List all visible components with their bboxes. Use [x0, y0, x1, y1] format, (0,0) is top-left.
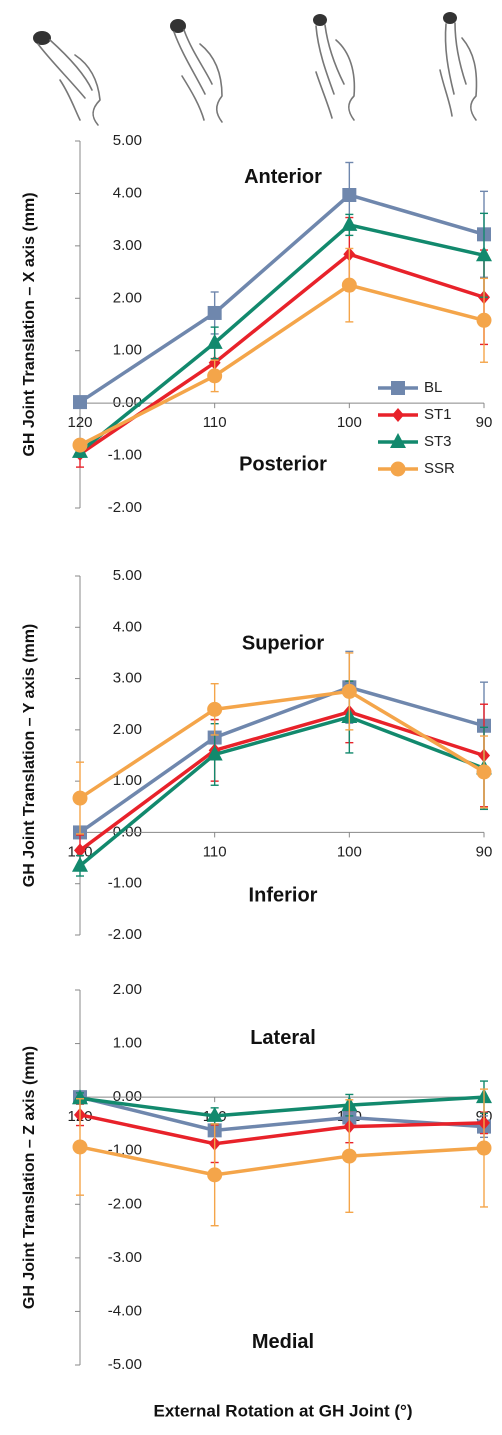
x-tick-label: 100 [337, 414, 362, 431]
series-line [79, 1113, 485, 1146]
marker [391, 381, 405, 395]
y-tick-label: -3.00 [108, 1249, 142, 1266]
marker [341, 277, 357, 293]
marker [73, 395, 87, 410]
marker [72, 790, 88, 806]
annotation: Superior [242, 632, 324, 654]
x-tick-label: 90 [476, 843, 493, 860]
x-tick-label: 90 [476, 414, 493, 431]
series-line [79, 252, 485, 456]
series-line [79, 1145, 485, 1177]
x-tick-label: 110 [203, 843, 227, 860]
y-tick-label: -2.00 [108, 1195, 142, 1212]
marker [392, 408, 404, 422]
marker [476, 764, 492, 780]
series-line [78, 710, 485, 852]
marker [206, 1106, 223, 1122]
marker [72, 1139, 88, 1155]
annotation: Anterior [244, 166, 322, 188]
shoulder-sketches [33, 12, 478, 126]
y-tick-label: 5.00 [113, 132, 142, 149]
legend-label: BL [424, 379, 442, 396]
y-tick-label: -4.00 [108, 1302, 142, 1319]
series-line [78, 685, 485, 834]
y-tick-label: 4.00 [113, 184, 142, 201]
series-line [79, 283, 485, 447]
x-axis-label: External Rotation at GH Joint (°) [154, 1401, 413, 1420]
marker [72, 437, 88, 453]
y-axis-label: GH Joint Translation – Z axis (mm) [21, 1046, 38, 1309]
legend-label: ST3 [424, 433, 452, 450]
marker [390, 461, 406, 477]
marker [341, 1148, 357, 1164]
y-tick-label: -1.00 [108, 447, 142, 464]
marker [207, 368, 223, 384]
y-tick-label: -5.00 [108, 1356, 142, 1373]
annotation: Posterior [239, 453, 327, 475]
y-tick-label: 2.00 [113, 721, 142, 738]
marker [476, 312, 492, 328]
y-tick-label: 2.00 [113, 289, 142, 306]
annotation: Inferior [249, 885, 318, 907]
y-tick-label: 1.00 [113, 1035, 142, 1052]
series-line [78, 715, 485, 868]
series-line [79, 1095, 485, 1118]
legend-label: ST1 [424, 406, 452, 423]
y-tick-label: 1.00 [113, 342, 142, 359]
x-tick-label: 110 [203, 414, 227, 431]
y-tick-label: -2.00 [108, 499, 142, 516]
y-tick-label: 3.00 [113, 670, 142, 687]
y-axis-label: GH Joint Translation – X axis (mm) [21, 192, 38, 456]
y-tick-label: -2.00 [108, 926, 142, 943]
marker [206, 745, 223, 761]
x-tick-label: 120 [67, 414, 92, 431]
marker [341, 215, 358, 231]
marker [342, 188, 357, 203]
series-line [78, 222, 485, 454]
y-tick-label: 1.00 [113, 772, 142, 789]
y-tick-label: 3.00 [113, 237, 142, 254]
x-tick-label: 100 [337, 843, 362, 860]
y-tick-label: 0.00 [113, 1088, 142, 1105]
series-line [79, 1095, 485, 1133]
marker [72, 1089, 88, 1105]
y-tick-label: 4.00 [113, 618, 142, 635]
marker [476, 246, 492, 262]
marker [207, 701, 223, 717]
y-axis-label: GH Joint Translation – Y axis (mm) [21, 624, 38, 887]
marker [476, 1140, 492, 1156]
marker [74, 843, 86, 858]
series-line [79, 193, 485, 404]
annotation: Lateral [250, 1027, 316, 1049]
marker [390, 433, 406, 448]
y-tick-label: 5.00 [113, 567, 142, 584]
legend-label: SSR [424, 460, 455, 477]
annotation: Medial [252, 1331, 314, 1353]
marker [72, 856, 88, 872]
marker [206, 333, 223, 349]
marker [207, 305, 222, 320]
series-line [79, 689, 485, 800]
y-tick-label: 2.00 [113, 981, 142, 998]
y-tick-label: 0.00 [113, 823, 142, 840]
y-tick-label: -1.00 [108, 875, 142, 892]
marker [207, 1167, 223, 1183]
marker [341, 683, 357, 699]
y-tick-label: 0.00 [113, 394, 142, 411]
